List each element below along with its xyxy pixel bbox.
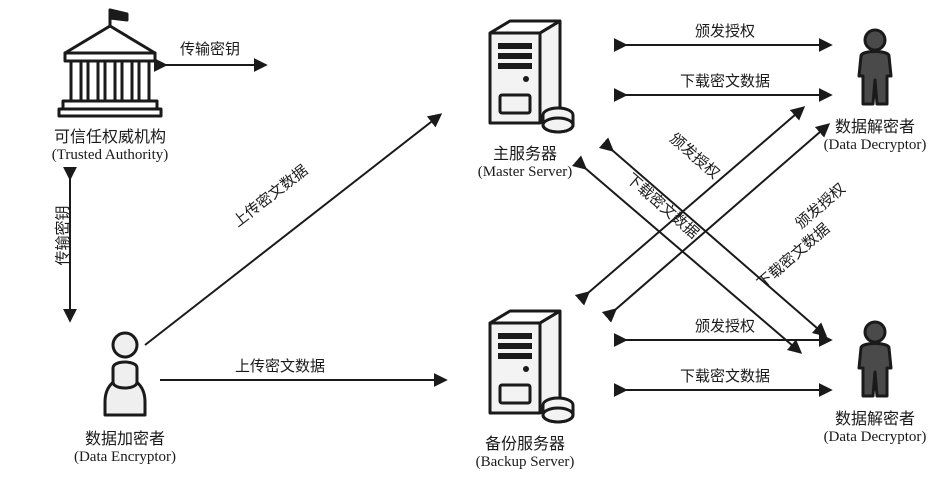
edge-label-master-decbot-1: 颁发授权: [665, 128, 724, 183]
decryptor-top-label-cn: 数据解密者: [805, 113, 945, 137]
authority-label-en: (Trusted Authority): [20, 147, 200, 164]
authority-label-cn: 可信任权威机构: [20, 123, 200, 147]
server-icon: [435, 15, 615, 140]
decryptor-bottom-label-cn: 数据解密者: [805, 405, 945, 429]
person-icon: [805, 28, 945, 113]
node-encryptor: 数据加密者 (Data Encryptor): [40, 330, 210, 466]
node-decryptor-bottom: 数据解密者 (Data Decryptor): [805, 320, 945, 446]
node-master-server: 主服务器 (Master Server): [435, 15, 615, 181]
edge-label-backup-decbot-1: 颁发授权: [695, 315, 755, 336]
edge-label-backup-dectop-2: 下载密文数据: [752, 218, 834, 293]
edge-label-master-decbot-2: 下载密文数据: [622, 168, 704, 243]
node-backup-server: 备份服务器 (Backup Server): [435, 305, 615, 471]
master-label-cn: 主服务器: [435, 140, 615, 164]
edge-label-encryptor-backup: 上传密文数据: [235, 355, 325, 376]
edge-master-decbot-2: [585, 168, 800, 352]
master-label-en: (Master Server): [435, 164, 615, 181]
decryptor-bottom-label-en: (Data Decryptor): [805, 429, 945, 446]
edge-label-encryptor-master: 上传密文数据: [228, 160, 312, 232]
backup-label-cn: 备份服务器: [435, 430, 615, 454]
decryptor-top-label-en: (Data Decryptor): [805, 137, 945, 154]
edge-label-auth-encryptor: 传输密钥: [52, 205, 73, 265]
edge-label-backup-decbot-2: 下载密文数据: [680, 365, 770, 386]
edge-label-master-dectop-2: 下载密文数据: [680, 70, 770, 91]
building-icon: [20, 8, 200, 123]
edge-label-master-dectop-1: 颁发授权: [695, 20, 755, 41]
person-icon: [805, 320, 945, 405]
encryptor-label-cn: 数据加密者: [40, 425, 210, 449]
diagram-stage: 可信任权威机构 (Trusted Authority): [0, 0, 945, 500]
encryptor-label-en: (Data Encryptor): [40, 449, 210, 466]
edge-label-auth-master: 传输密钥: [180, 38, 240, 59]
person-icon: [40, 330, 210, 425]
node-authority: 可信任权威机构 (Trusted Authority): [20, 8, 200, 164]
node-decryptor-top: 数据解密者 (Data Decryptor): [805, 28, 945, 154]
backup-label-en: (Backup Server): [435, 454, 615, 471]
server-icon: [435, 305, 615, 430]
